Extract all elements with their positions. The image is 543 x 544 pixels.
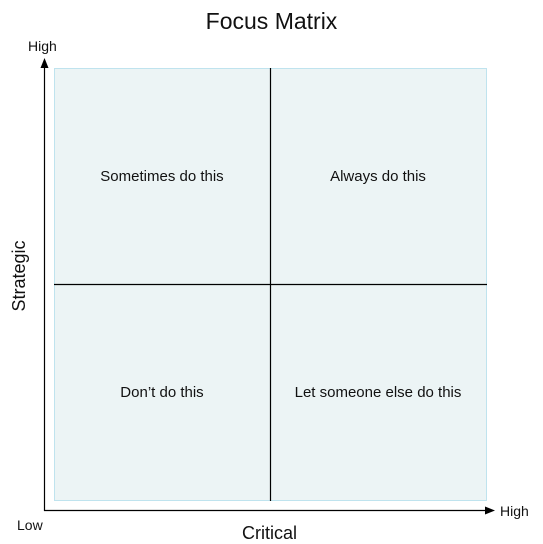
quadrant-top-right-label: Always do this xyxy=(330,168,426,185)
x-axis-title-text: Critical xyxy=(241,523,297,543)
quadrant-bottom-left-label: Don’t do this xyxy=(120,384,204,401)
y-axis-high-label: High xyxy=(28,38,57,54)
y-axis-arrow-icon xyxy=(40,58,49,68)
x-axis-low-label: Low xyxy=(17,517,43,533)
diagram-title: Focus Matrix xyxy=(205,8,338,34)
x-axis-high-label: High xyxy=(500,503,529,519)
x-axis-arrow-icon xyxy=(485,506,495,515)
quadrant-top-left-label: Sometimes do this xyxy=(100,168,224,185)
y-axis-title: Strategic xyxy=(9,240,29,312)
quadrant-bottom-right-label: Let someone else do this xyxy=(294,384,462,401)
x-axis-title: Critical xyxy=(0,523,543,543)
